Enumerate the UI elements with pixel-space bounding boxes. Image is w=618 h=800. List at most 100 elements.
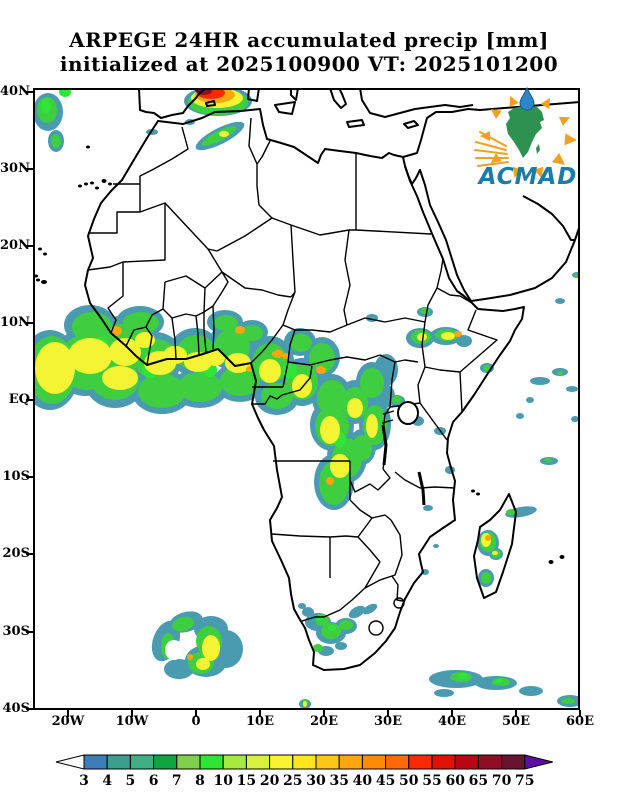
lon-tick-50E <box>515 710 517 717</box>
colorbar-label-60: 60 <box>445 773 465 789</box>
colorbar-segment-18 <box>501 754 526 770</box>
colorbar-label-8: 8 <box>195 773 205 789</box>
lakes <box>381 401 426 506</box>
colorbar-over-arrow <box>524 754 553 770</box>
colorbar-under-arrow <box>55 754 85 770</box>
colorbar-label-5: 5 <box>126 773 136 789</box>
colorbar-label-70: 70 <box>492 773 512 789</box>
madagascar-coastline <box>473 493 517 599</box>
colorbar-segment-3 <box>153 754 178 770</box>
colorbar-segment-13 <box>385 754 410 770</box>
colorbar-segment-4 <box>176 754 201 770</box>
colorbar-segment-7 <box>245 754 271 770</box>
lat-label-30N: 30N <box>0 161 30 176</box>
lat-tick-20S <box>26 553 33 555</box>
colorbar-label-4: 4 <box>102 773 112 789</box>
lat-label-20S: 20S <box>2 546 30 561</box>
lat-label-10N: 10N <box>0 315 30 330</box>
colorbar-segment-15 <box>431 754 456 770</box>
title-line-2: initialized at 2025100900 VT: 2025101200 <box>59 52 559 76</box>
colorbar-label-7: 7 <box>172 773 182 789</box>
lon-tick-10E <box>259 710 261 717</box>
lake-victoria <box>397 401 419 425</box>
logo-star-triangles <box>480 95 577 178</box>
lon-tick-40E <box>451 710 453 717</box>
lon-tick-20E <box>323 710 325 717</box>
colorbar-label-15: 15 <box>237 773 256 789</box>
colorbar-label-65: 65 <box>469 773 488 789</box>
colorbar-label-40: 40 <box>353 773 373 789</box>
lon-label-30E: 30E <box>374 714 402 729</box>
acmad-logo: ACMAD <box>474 86 578 190</box>
colorbar-label-75: 75 <box>515 773 534 789</box>
lon-label-10E: 10E <box>246 714 274 729</box>
chart-title: ARPEGE 24HR accumulated precip [mm] init… <box>0 28 618 76</box>
country-borders <box>87 117 498 636</box>
colorbar-label-35: 35 <box>329 773 348 789</box>
lat-tick-10N <box>26 322 33 324</box>
colorbar-segment-17 <box>477 754 503 770</box>
lon-tick-10W <box>131 710 133 717</box>
colorbar-segment-2 <box>129 754 155 770</box>
colorbar-segment-9 <box>292 754 317 770</box>
colorbar-segment-12 <box>361 754 387 770</box>
arabia-coastline <box>402 101 580 302</box>
lon-label-60E: 60E <box>566 714 594 729</box>
colorbar-segment-8 <box>269 754 294 770</box>
map-frame <box>33 88 580 710</box>
lake-malawi <box>417 471 426 506</box>
lon-label-0: 0 <box>191 714 201 729</box>
lat-label-30S: 30S <box>2 624 30 639</box>
colorbar-label-20: 20 <box>260 773 280 789</box>
cyclone-eye <box>165 640 183 660</box>
colorbar-label-30: 30 <box>306 773 326 789</box>
colorbar-label-25: 25 <box>283 773 302 789</box>
coastlines <box>84 88 580 671</box>
logo-text: ACMAD <box>477 164 578 190</box>
lat-tick-40N <box>26 91 33 93</box>
colorbar-label-3: 3 <box>79 773 89 789</box>
colorbar-label-10: 10 <box>213 773 233 789</box>
colorbar-label-45: 45 <box>376 773 395 789</box>
colorbar-segment-5 <box>199 754 224 770</box>
lat-tick-EQ <box>26 399 33 401</box>
colorbar-segment-6 <box>222 754 247 770</box>
lon-tick-60E <box>579 710 581 717</box>
small-islands <box>34 145 565 564</box>
lon-label-40E: 40E <box>438 714 466 729</box>
lon-label-50E: 50E <box>502 714 530 729</box>
precip-colorbar: 3 4 5 6 7 8 10 15 20 25 30 35 40 45 50 55 60 65 70 75 <box>55 754 553 789</box>
lon-tick-20W <box>67 710 69 717</box>
swaziland-border <box>393 597 405 609</box>
lat-label-40N: 40N <box>0 84 30 99</box>
lat-label-40S: 40S <box>2 701 30 716</box>
colorbar-segment-16 <box>454 754 479 770</box>
lat-tick-30N <box>26 168 33 170</box>
title-line-1: ARPEGE 24HR accumulated precip [mm] <box>69 28 549 52</box>
colorbar-segment-0 <box>83 754 108 770</box>
logo-africa-silhouette <box>506 106 544 158</box>
logo-water-drop-icon <box>519 86 535 111</box>
lon-label-20W: 20W <box>51 714 85 729</box>
lat-tick-30S <box>26 631 33 633</box>
colorbar-segment-11 <box>338 754 363 770</box>
lon-tick-0 <box>195 710 197 717</box>
europe-coastlines <box>138 88 474 129</box>
lon-tick-30E <box>387 710 389 717</box>
logo-rays <box>474 131 509 167</box>
lat-tick-40S <box>26 708 33 710</box>
colorbar-segment-10 <box>315 754 340 770</box>
lesotho-border <box>368 620 384 636</box>
lat-tick-20N <box>26 245 33 247</box>
colorbar-segment-1 <box>106 754 131 770</box>
lon-label-20E: 20E <box>310 714 338 729</box>
lake-tanganyika <box>381 424 388 466</box>
lat-label-EQ: EQ <box>8 392 30 407</box>
lat-tick-10S <box>26 476 33 478</box>
colorbar-label-6: 6 <box>149 773 159 789</box>
lon-label-10W: 10W <box>115 714 149 729</box>
colorbar-label-50: 50 <box>399 773 419 789</box>
africa-precip-map <box>33 88 580 710</box>
lat-label-10S: 10S <box>2 469 30 484</box>
